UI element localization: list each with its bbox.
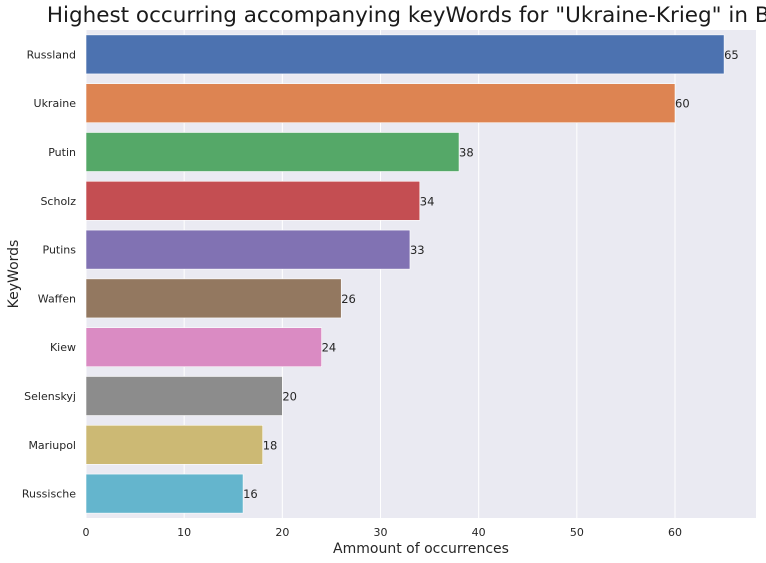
x-axis-label: Ammount of occurrences xyxy=(333,541,509,557)
bar xyxy=(85,132,460,172)
bar xyxy=(85,327,322,368)
y-tick-label: Waffen xyxy=(38,292,76,305)
bar-value-label: 16 xyxy=(243,487,258,501)
value-labels: 65 60 38 34 33 26 24 20 18 16 xyxy=(243,48,739,501)
bar xyxy=(85,34,725,75)
bar-value-label: 18 xyxy=(263,438,278,452)
x-tick-label: 20 xyxy=(275,526,289,539)
bars xyxy=(85,34,725,514)
bar-value-label: 24 xyxy=(322,341,337,355)
bar-value-label: 33 xyxy=(410,243,425,257)
bar-value-label: 60 xyxy=(675,97,690,111)
bar xyxy=(85,278,342,319)
bar xyxy=(85,424,264,465)
y-tick-label: Ukraine xyxy=(34,97,77,110)
y-tick-label: Putin xyxy=(48,146,76,159)
y-tick-labels: Russland Ukraine Putin Scholz Putins Waffen Ki… xyxy=(22,48,76,500)
bar xyxy=(85,473,244,514)
x-tick-label: 30 xyxy=(374,526,388,539)
y-tick-label: Mariupol xyxy=(28,439,76,452)
y-axis-label: KeyWords xyxy=(6,240,22,309)
bar-value-label: 34 xyxy=(420,194,435,208)
bar-value-label: 38 xyxy=(459,146,474,160)
bar xyxy=(85,376,283,416)
y-tick-label: Russland xyxy=(27,48,76,61)
bar-value-label: 20 xyxy=(282,390,297,404)
y-tick-label: Scholz xyxy=(40,195,76,208)
x-tick-label: 50 xyxy=(570,526,584,539)
y-tick-label: Kiew xyxy=(50,341,76,354)
bar-value-label: 65 xyxy=(724,48,739,62)
bar-value-label: 26 xyxy=(341,292,356,306)
bar xyxy=(85,180,421,221)
x-tick-label: 40 xyxy=(472,526,486,539)
y-tick-label: Selenskyj xyxy=(24,390,76,403)
x-tick-label: 60 xyxy=(668,526,682,539)
y-tick-label: Putins xyxy=(43,244,77,257)
bar xyxy=(85,229,411,270)
x-tick-label: 0 xyxy=(83,526,90,539)
y-tick-label: Russische xyxy=(22,488,76,501)
x-tick-labels: 0 10 20 30 40 50 60 xyxy=(83,526,683,539)
x-tick-label: 10 xyxy=(177,526,191,539)
chart-title: Highest occurring accompanying keyWords … xyxy=(47,3,766,28)
bar xyxy=(85,83,676,124)
